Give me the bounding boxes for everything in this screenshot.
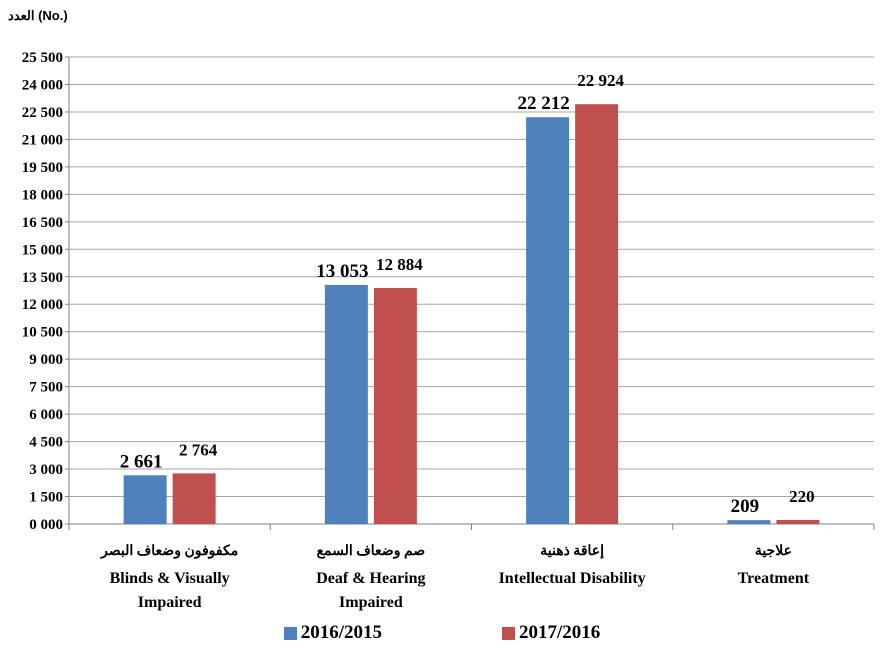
y-tick-label: 1 500 (29, 490, 63, 506)
bar-series-2 (575, 104, 619, 525)
data-label-series-2: 220 (789, 487, 815, 506)
category-label-en: Treatment (738, 570, 810, 587)
data-label-series-2: 12 884 (376, 255, 423, 274)
legend: 2016/2015 2017/2016 (0, 622, 884, 644)
y-tick-label: 0 000 (29, 517, 63, 533)
bar-series-1 (727, 520, 771, 524)
category-label-en: Impaired (339, 594, 403, 611)
y-tick-label: 10 500 (22, 325, 63, 341)
category-label-ar: صم وضعاف السمع (317, 544, 426, 559)
data-label-series-2: 22 924 (577, 71, 624, 90)
legend-item-series-2: 2017/2016 (502, 622, 600, 644)
y-tick-label: 9 000 (29, 352, 63, 368)
y-tick-label: 4 500 (29, 435, 63, 451)
y-tick-label: 18 000 (22, 187, 63, 203)
y-tick-label: 6 000 (29, 407, 63, 423)
category-label-ar: مكفوفون وضعاف البصر (100, 543, 238, 559)
legend-swatch-series-1 (283, 626, 297, 640)
legend-swatch-series-2 (502, 626, 515, 640)
legend-label-series-1: 2016/2015 (300, 622, 382, 643)
data-label-series-2: 2 764 (179, 440, 218, 459)
bar-series-1 (324, 284, 368, 524)
category-label-en: Blinds & Visually (110, 570, 230, 587)
bar-series-2 (776, 519, 820, 524)
y-tick-label: 19 500 (22, 160, 63, 176)
category-label-en: Impaired (138, 594, 202, 611)
y-axis-unit-label: العدد (No.) (8, 8, 68, 23)
y-tick-label: 16 500 (22, 215, 63, 231)
category-label-ar: إعاقة ذهنية (540, 544, 604, 560)
bar-series-2 (373, 288, 417, 524)
data-label-series-1: 13 053 (316, 261, 368, 282)
legend-label-series-2: 2017/2016 (519, 622, 601, 643)
category-label-ar: علاجية (755, 544, 792, 559)
category-label-en: Intellectual Disability (499, 570, 646, 587)
y-tick-label: 3 000 (29, 462, 63, 478)
data-label-series-1: 209 (731, 496, 760, 517)
plot-area: 0 000 1 500 3 000 4 500 6 000 7 500 9 000 10 50… (22, 50, 875, 611)
bar-series-2 (172, 473, 216, 524)
y-tick-label: 15 000 (22, 242, 63, 258)
data-label-series-1: 22 212 (518, 93, 570, 114)
bar-series-1 (123, 475, 167, 524)
y-tick-label: 7 500 (29, 380, 63, 396)
y-tick-label: 12 000 (22, 297, 63, 313)
y-tick-label: 13 500 (22, 270, 63, 286)
legend-item-series-1: 2016/2015 (283, 622, 382, 644)
y-tick-label: 21 000 (22, 132, 63, 148)
bar-series-1 (526, 117, 570, 525)
y-tick-label: 24 000 (22, 77, 63, 93)
data-label-series-1: 2 661 (120, 451, 163, 472)
category-label-en: Deaf & Hearing (316, 570, 425, 587)
y-tick-label: 22 500 (22, 105, 63, 121)
y-tick-label: 25 500 (22, 50, 63, 66)
